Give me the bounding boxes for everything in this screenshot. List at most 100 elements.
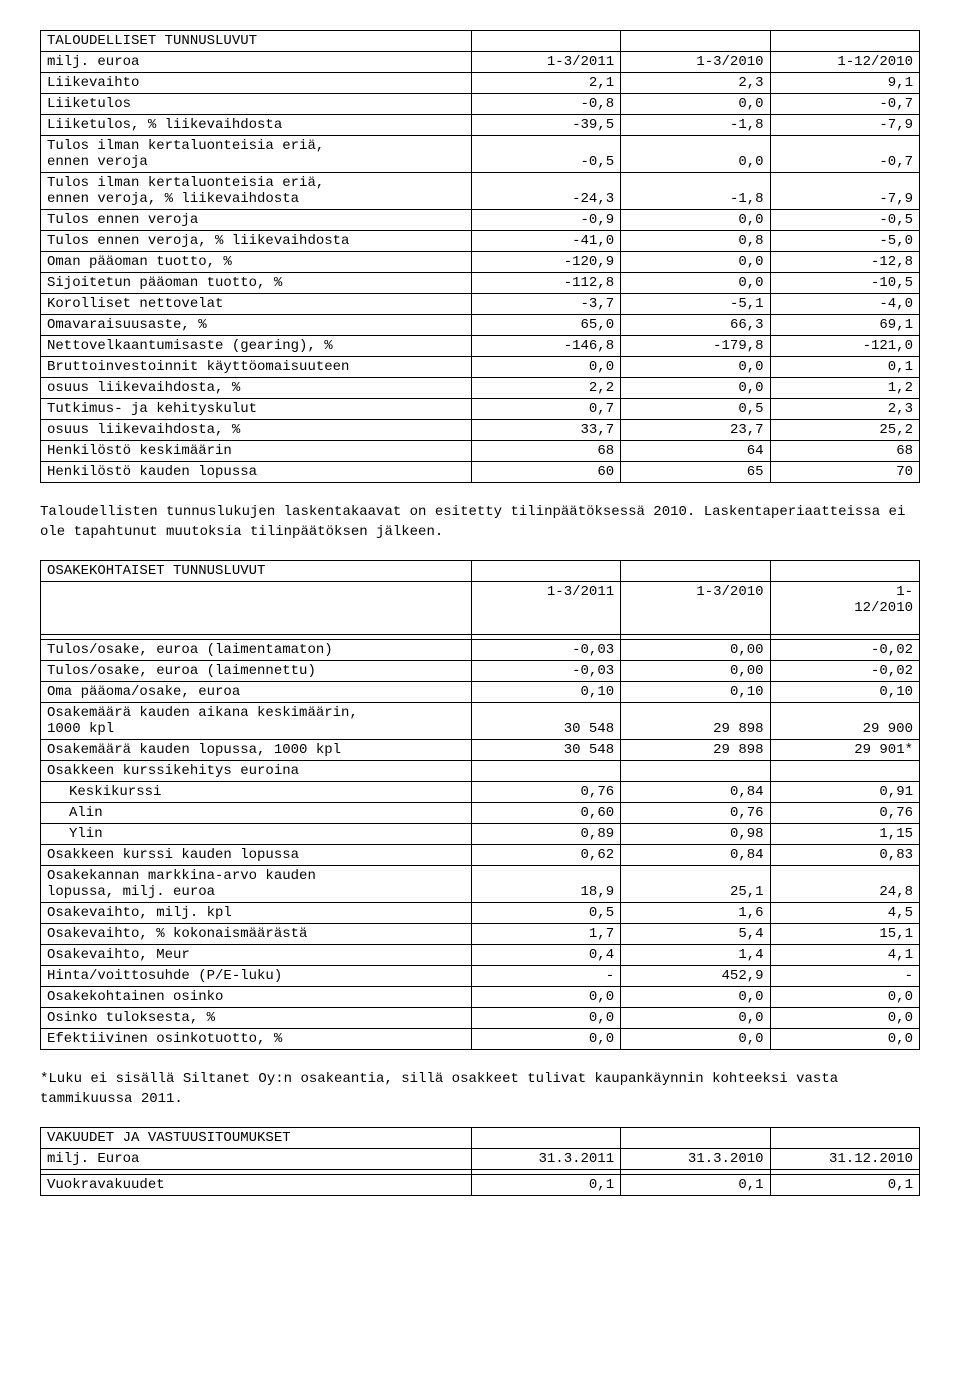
row-value: -12,8 [770, 252, 919, 273]
row-value: 68 [471, 441, 620, 462]
row-value: -7,9 [770, 173, 919, 210]
row-value: 0,0 [621, 378, 770, 399]
row-label: osuus liikevaihdosta, % [41, 378, 472, 399]
row-value: 4,5 [770, 903, 919, 924]
row-label: Tulos ilman kertaluonteisia eriä, ennen … [41, 173, 472, 210]
row-value: 2,3 [770, 399, 919, 420]
column-header: 1-3/2010 [621, 52, 770, 73]
row-label: Tulos/osake, euroa (laimentamaton) [41, 640, 472, 661]
row-value: 0,0 [770, 1008, 919, 1029]
row-value: 0,0 [621, 136, 770, 173]
table-subheader: milj. Euroa [41, 1149, 472, 1170]
row-value: 23,7 [621, 420, 770, 441]
row-label: Osakekannan markkina-arvo kauden lopussa… [41, 866, 472, 903]
row-value: 24,8 [770, 866, 919, 903]
row-value: -4,0 [770, 294, 919, 315]
row-value: 0,5 [471, 903, 620, 924]
financial-key-figures-table: TALOUDELLISET TUNNUSLUVUTmilj. euroa1-3/… [40, 30, 920, 483]
row-value: -0,7 [770, 94, 919, 115]
row-label: Liiketulos, % liikevaihdosta [41, 115, 472, 136]
row-value: 1,2 [770, 378, 919, 399]
row-value: 0,91 [770, 782, 919, 803]
row-value: -0,03 [471, 640, 620, 661]
row-value: 0,0 [471, 357, 620, 378]
row-label: Tulos/osake, euroa (laimennettu) [41, 661, 472, 682]
row-label: Ylin [41, 824, 472, 845]
row-label: Keskikurssi [41, 782, 472, 803]
row-label: Hinta/voittosuhde (P/E-luku) [41, 966, 472, 987]
row-value: -112,8 [471, 273, 620, 294]
row-label: Alin [41, 803, 472, 824]
row-value: 0,0 [471, 1029, 620, 1050]
row-label: Liiketulos [41, 94, 472, 115]
row-value: 0,84 [621, 845, 770, 866]
column-header: 1-3/2011 [471, 52, 620, 73]
row-value: 0,62 [471, 845, 620, 866]
row-value: 0,1 [471, 1175, 620, 1196]
row-value: 0,60 [471, 803, 620, 824]
row-value: 0,00 [621, 640, 770, 661]
column-header: 31.3.2010 [621, 1149, 770, 1170]
row-value: 29 898 [621, 703, 770, 740]
row-value: 0,1 [770, 357, 919, 378]
row-label: Osakkeen kurssikehitys euroina [41, 761, 472, 782]
row-label: Osakemäärä kauden lopussa, 1000 kpl [41, 740, 472, 761]
column-header: 31.3.2011 [471, 1149, 620, 1170]
row-value: 0,0 [621, 357, 770, 378]
table-title: VAKUUDET JA VASTUUSITOUMUKSET [41, 1128, 472, 1149]
row-value: -7,9 [770, 115, 919, 136]
row-value: 0,1 [770, 1175, 919, 1196]
row-label: Sijoitetun pääoman tuotto, % [41, 273, 472, 294]
row-label: Tutkimus- ja kehityskulut [41, 399, 472, 420]
row-value: 1,7 [471, 924, 620, 945]
row-label: Vuokravakuudet [41, 1175, 472, 1196]
row-label: Tulos ilman kertaluonteisia eriä, ennen … [41, 136, 472, 173]
table-title: TALOUDELLISET TUNNUSLUVUT [41, 31, 472, 52]
row-value: -5,0 [770, 231, 919, 252]
row-value: 68 [770, 441, 919, 462]
row-value: -3,7 [471, 294, 620, 315]
row-value: 0,0 [471, 1008, 620, 1029]
row-label: Korolliset nettovelat [41, 294, 472, 315]
row-value: -0,5 [770, 210, 919, 231]
row-value: -0,02 [770, 640, 919, 661]
row-value: - [471, 966, 620, 987]
row-value: 1,6 [621, 903, 770, 924]
row-label: Osakevaihto, % kokonaismäärästä [41, 924, 472, 945]
row-value: 0,0 [621, 987, 770, 1008]
row-value: 0,0 [621, 94, 770, 115]
row-value: 25,1 [621, 866, 770, 903]
row-value: 65,0 [471, 315, 620, 336]
column-header: 1-3/2010 [621, 582, 770, 635]
row-value: 69,1 [770, 315, 919, 336]
row-value: 0,1 [621, 1175, 770, 1196]
row-value: 29 898 [621, 740, 770, 761]
row-value: 2,1 [471, 73, 620, 94]
table-header-blank [471, 31, 620, 52]
row-label: osuus liikevaihdosta, % [41, 420, 472, 441]
row-value: 65 [621, 462, 770, 483]
row-value: 1,4 [621, 945, 770, 966]
table-header-blank [471, 561, 620, 582]
row-value: 0,83 [770, 845, 919, 866]
row-value [770, 761, 919, 782]
row-value: 64 [621, 441, 770, 462]
row-value: 0,76 [770, 803, 919, 824]
row-label: Bruttoinvestoinnit käyttöomaisuuteen [41, 357, 472, 378]
row-value: 0,7 [471, 399, 620, 420]
table-subheader: milj. euroa [41, 52, 472, 73]
paragraph-calc-note: Taloudellisten tunnuslukujen laskentakaa… [40, 503, 920, 542]
row-label: Osinko tuloksesta, % [41, 1008, 472, 1029]
row-value: 5,4 [621, 924, 770, 945]
row-value: -0,7 [770, 136, 919, 173]
row-value: 70 [770, 462, 919, 483]
row-value: -10,5 [770, 273, 919, 294]
row-value: 18,9 [471, 866, 620, 903]
row-value [471, 761, 620, 782]
row-label: Efektiivinen osinkotuotto, % [41, 1029, 472, 1050]
row-value: 0,98 [621, 824, 770, 845]
row-value: -0,8 [471, 94, 620, 115]
row-value: 15,1 [770, 924, 919, 945]
row-value [621, 761, 770, 782]
row-value: -41,0 [471, 231, 620, 252]
